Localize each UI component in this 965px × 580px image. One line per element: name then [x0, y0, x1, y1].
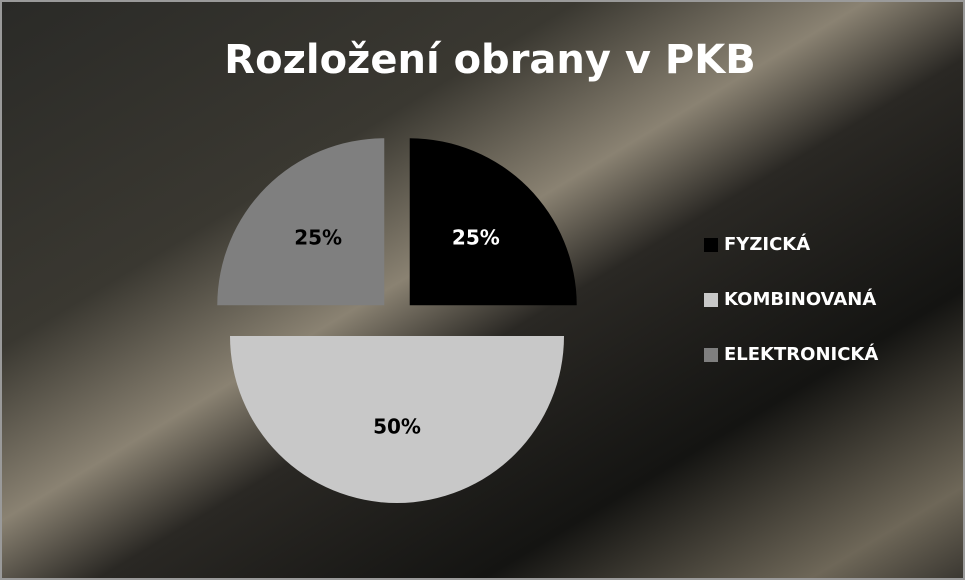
data-label: 25%	[452, 226, 500, 250]
pie-slice	[217, 138, 385, 306]
data-label: 25%	[294, 226, 342, 250]
pie-slice	[230, 336, 564, 503]
legend-swatch	[704, 238, 718, 252]
legend-label: KOMBINOVANÁ	[724, 288, 876, 310]
chart-title: Rozložení obrany v PKB	[224, 37, 755, 83]
legend-swatch	[704, 293, 718, 307]
legend-label: FYZICKÁ	[724, 233, 810, 255]
pie-slice	[409, 138, 577, 306]
legend-label: ELEKTRONICKÁ	[724, 343, 878, 365]
legend-swatch	[704, 348, 718, 362]
data-label: 50%	[373, 414, 421, 438]
